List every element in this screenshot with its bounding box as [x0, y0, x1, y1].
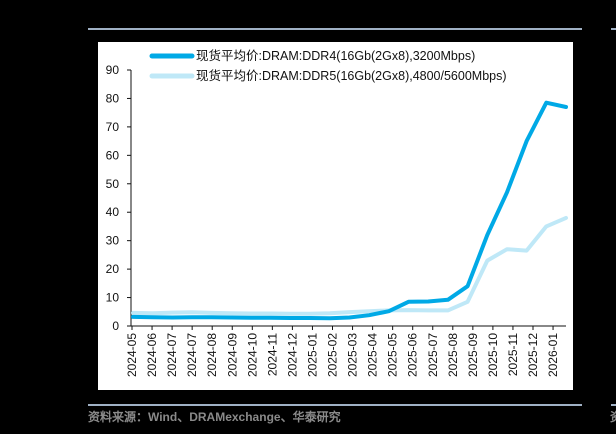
legend-label-ddr5: 现货平均价:DRAM:DDR5(16Gb(2Gx8),4800/5600Mbps…	[196, 68, 507, 83]
x-tick-label: 2024-09	[225, 333, 239, 377]
x-tick-label: 2024-05	[125, 333, 139, 377]
x-tick-label: 2024-06	[145, 333, 159, 377]
y-tick-label: 60	[106, 148, 120, 162]
source-note-right-fragment: 资	[610, 408, 616, 425]
x-tick-label: 2025-12	[526, 333, 540, 377]
y-tick-label: 40	[106, 205, 120, 219]
source-note: 资料来源：Wind、DRAMexchange、华泰研究	[88, 410, 341, 424]
y-tick-label: 70	[106, 120, 120, 134]
y-tick-label: 50	[106, 177, 120, 191]
y-tick-label: 10	[106, 291, 120, 305]
line-ddr4	[131, 100, 568, 321]
x-tick-label: 2025-07	[426, 333, 440, 377]
x-tick-label: 2025-10	[486, 333, 500, 377]
x-tick-label: 2026-01	[546, 333, 560, 377]
x-tick-label: 2024-10	[245, 333, 259, 377]
legend-label-ddr4: 现货平均价:DRAM:DDR4(16Gb(2Gx8),3200Mbps)	[196, 48, 475, 63]
x-tick-label: 2025-02	[326, 333, 340, 377]
y-tick-label: 0	[112, 319, 119, 333]
y-tick-label: 90	[106, 63, 120, 77]
top-rule	[88, 28, 582, 30]
top-rule-right	[611, 28, 616, 30]
x-tick-label: 2025-06	[406, 333, 420, 377]
x-tick-label: 2025-11	[506, 333, 520, 376]
axes: 0 10 20 30 40 50 60 70 80 90 2024-05 2024-06 2024-07…	[106, 63, 566, 377]
series-lines	[131, 100, 568, 321]
x-tick-label: 2025-09	[466, 333, 480, 377]
y-tick-label: 20	[106, 262, 120, 276]
x-tick-label: 2024-11	[265, 333, 279, 376]
x-tick-label: 2024-08	[205, 333, 219, 377]
x-tick-label: 2024-07	[165, 333, 179, 377]
bottom-rule	[88, 404, 582, 406]
y-tick-label: 80	[106, 91, 120, 105]
x-tick-label: 2025-04	[366, 333, 380, 377]
x-tick-label: 2024-12	[285, 333, 299, 377]
chart-panel	[98, 42, 573, 390]
bottom-rule-right	[611, 404, 616, 406]
legend: 现货平均价:DRAM:DDR4(16Gb(2Gx8),3200Mbps) 现货平…	[149, 48, 507, 83]
x-tick-label: 2025-05	[386, 333, 400, 377]
y-tick-label: 30	[106, 234, 120, 248]
x-tick-label: 2025-03	[346, 333, 360, 377]
x-tick-label: 2024-07	[185, 333, 199, 377]
x-tick-label: 2025-08	[446, 333, 460, 377]
line-ddr5	[131, 215, 568, 316]
x-tick-label: 2025-01	[305, 333, 319, 377]
